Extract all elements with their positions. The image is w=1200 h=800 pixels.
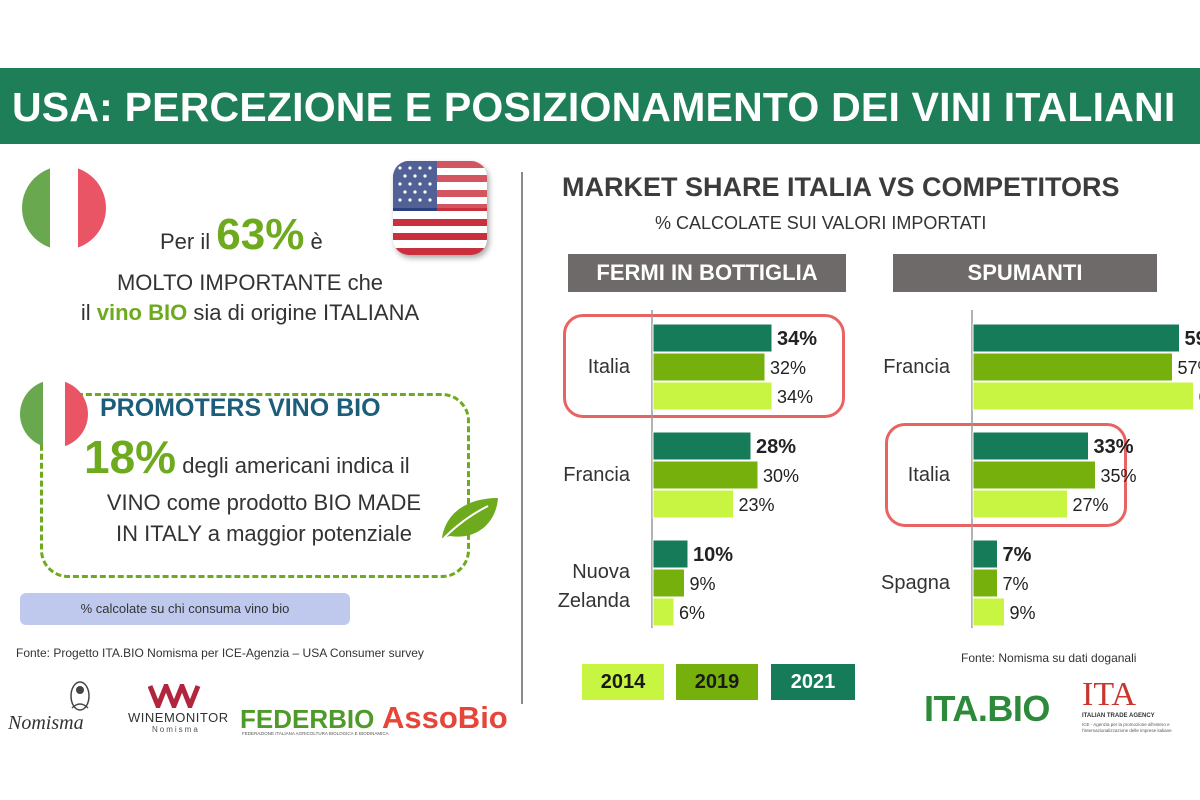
page-title: USA: PERCEZIONE E POSIZIONAMENTO DEI VIN…: [12, 84, 1176, 130]
stat1-value: 63%: [216, 210, 305, 259]
data-label: 23%: [739, 495, 775, 515]
chart-title: MARKET SHARE ITALIA VS COMPETITORS: [562, 172, 1120, 202]
data-label: 10%: [693, 544, 733, 566]
bar-2019: [972, 568, 998, 598]
category-label: Francia: [563, 464, 631, 486]
category-label: Spagna: [881, 572, 951, 594]
data-label: 59%: [1185, 328, 1200, 350]
data-label: 6%: [679, 603, 705, 623]
stat1-line1: Per il 63% è: [160, 210, 323, 260]
stat1-line3-highlight: vino BIO: [96, 300, 188, 325]
stat1-line2: MOLTO IMPORTANTE che: [116, 270, 384, 295]
bar-2014: [972, 489, 1068, 519]
bar-2021: [972, 431, 1089, 461]
data-label: 9%: [690, 574, 716, 594]
stat2-line2: VINO come prodotto BIO MADE: [106, 490, 422, 515]
bar-2019: [652, 568, 685, 598]
data-label: 33%: [1094, 436, 1134, 458]
bar-2021: [652, 539, 689, 569]
promoters-box: [40, 393, 470, 578]
data-label: 27%: [1073, 495, 1109, 515]
stat2-line3: IN ITALY a maggior potenziale: [116, 521, 412, 546]
stat1-line3-post: sia di origine ITALIANA: [193, 300, 420, 325]
panel-header-spumanti: SPUMANTI: [893, 254, 1157, 292]
winemonitor-logo-mark: [147, 679, 204, 713]
stat1-prefix: Per il: [160, 229, 211, 254]
italy-flag-icon: [22, 166, 106, 250]
data-label: 34%: [777, 328, 817, 350]
bar-2014: [972, 381, 1194, 411]
category-label: Nuova: [572, 561, 631, 583]
ita-agency-subtext: ICE - Agenzia per la promozione all'este…: [1082, 722, 1172, 733]
legend-item-2014: 2014: [582, 664, 664, 700]
stat1-line3: il vino BIO sia di origine ITALIANA: [40, 300, 460, 326]
usa-flag-icon: [393, 161, 487, 255]
source-right: Fonte: Nomisma su dati doganali: [961, 651, 1137, 665]
legend-item-2021: 2021: [771, 664, 855, 700]
highlight-box-fermi-italia: [563, 314, 845, 418]
assobio-logo: AssoBio: [382, 700, 508, 735]
data-label: 63%: [1199, 387, 1200, 407]
stat2-value: 18%: [84, 431, 177, 483]
nomisma-logo-text: Nomisma: [8, 712, 84, 734]
data-label: 28%: [756, 436, 796, 458]
data-label: 57%: [1178, 358, 1200, 378]
legend-item-2019: 2019: [676, 664, 758, 700]
stat1-suffix: è: [310, 229, 323, 254]
bar-2014: [652, 489, 734, 519]
bar-2019: [652, 460, 759, 490]
title-bar: [0, 68, 1200, 144]
data-label: 7%: [1003, 544, 1032, 566]
category-label: Italia: [588, 356, 631, 378]
itabio-logo: ITA.BIO: [924, 688, 1050, 729]
category-label: Francia: [883, 356, 951, 378]
promoters-title: PROMOTERS VINO BIO: [100, 394, 381, 422]
italy-flag-icon: [20, 380, 88, 448]
chart-subtitle: % CALCOLATE SUI VALORI IMPORTATI: [655, 213, 987, 233]
data-label: 7%: [1003, 574, 1029, 594]
bar-2021: [652, 323, 773, 353]
bar-2014: [972, 597, 1005, 627]
leaf-icon: [438, 494, 500, 542]
vertical-divider: [521, 172, 523, 704]
note-box: % calcolate su chi consuma vino bio: [20, 593, 350, 625]
stat1-line3-pre: il: [80, 300, 91, 325]
bar-2021: [972, 323, 1180, 353]
category-label: Italia: [908, 464, 951, 486]
ita-logo: ITA: [1082, 676, 1136, 713]
highlight-box-spumanti-italia: [885, 423, 1127, 527]
winemonitor-logo-sub: Nomisma: [152, 725, 200, 734]
panel-header-fermi: FERMI IN BOTTIGLIA: [568, 254, 846, 292]
data-label: 35%: [1101, 466, 1137, 486]
federbio-logo-sub: FEDERAZIONE ITALIANA AGRICOLTURA BIOLOGI…: [242, 731, 389, 736]
category-label: Zelanda: [558, 590, 631, 612]
stat2-line1-text: degli americani indica il: [182, 453, 410, 478]
bar-2014: [652, 597, 675, 627]
ita-agency-text: ITALIAN TRADE AGENCY: [1082, 713, 1155, 719]
source-left: Fonte: Progetto ITA.BIO Nomisma per ICE-…: [16, 646, 424, 660]
bar-2021: [652, 431, 752, 461]
data-label: 30%: [763, 466, 799, 486]
data-label: 32%: [770, 358, 806, 378]
winemonitor-logo-text: WINEMONITOR: [128, 710, 229, 725]
bar-2019: [652, 352, 766, 382]
bar-2014: [652, 381, 773, 411]
data-label: 34%: [777, 387, 813, 407]
bar-2019: [972, 460, 1096, 490]
bar-2021: [972, 539, 998, 569]
federbio-logo: FEDERBIO: [240, 704, 375, 734]
stat2-line1: 18% degli americani indica il: [84, 430, 410, 484]
data-label: 9%: [1010, 603, 1036, 623]
nomisma-logo: [8, 678, 118, 740]
bar-2019: [972, 352, 1173, 382]
